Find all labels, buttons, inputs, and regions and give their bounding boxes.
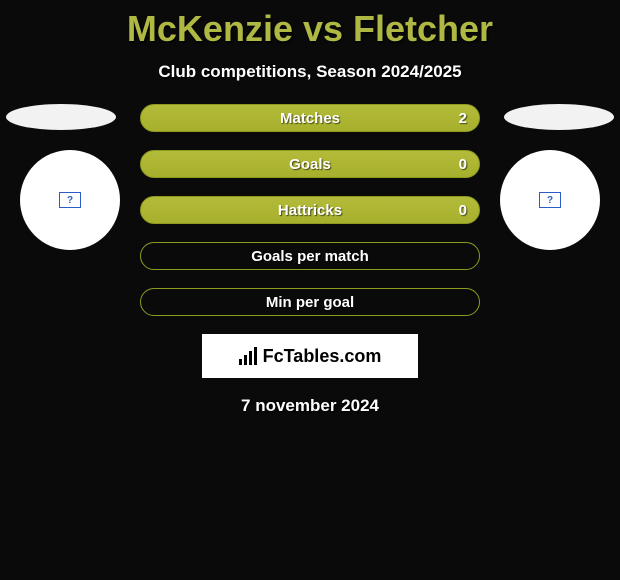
brand-badge: FcTables.com [202, 334, 418, 378]
stat-bar-matches: Matches 2 [140, 104, 480, 132]
stat-label: Min per goal [141, 289, 479, 315]
stat-label: Matches [141, 105, 479, 131]
comparison-arena: ? ? Matches 2 Goals 0 Hattricks 0 Goals … [0, 104, 620, 316]
stat-label: Goals per match [141, 243, 479, 269]
stat-bar-min-per-goal: Min per goal [140, 288, 480, 316]
stat-bar-goals-per-match: Goals per match [140, 242, 480, 270]
flag-placeholder-icon: ? [59, 192, 81, 208]
shadow-ellipse-left [6, 104, 116, 130]
player-avatar-left: ? [20, 150, 120, 250]
flag-placeholder-icon: ? [539, 192, 561, 208]
player-avatar-right: ? [500, 150, 600, 250]
shadow-ellipse-right [504, 104, 614, 130]
stat-label: Goals [141, 151, 479, 177]
stat-label: Hattricks [141, 197, 479, 223]
brand-chart-icon [239, 347, 257, 365]
stat-value: 0 [459, 197, 467, 223]
snapshot-date: 7 november 2024 [0, 396, 620, 416]
stat-bars: Matches 2 Goals 0 Hattricks 0 Goals per … [140, 104, 480, 316]
page-title: McKenzie vs Fletcher [0, 0, 620, 50]
stat-bar-hattricks: Hattricks 0 [140, 196, 480, 224]
brand-text: FcTables.com [263, 346, 382, 367]
stat-bar-goals: Goals 0 [140, 150, 480, 178]
stat-value: 0 [459, 151, 467, 177]
stat-value: 2 [459, 105, 467, 131]
subtitle: Club competitions, Season 2024/2025 [0, 62, 620, 82]
